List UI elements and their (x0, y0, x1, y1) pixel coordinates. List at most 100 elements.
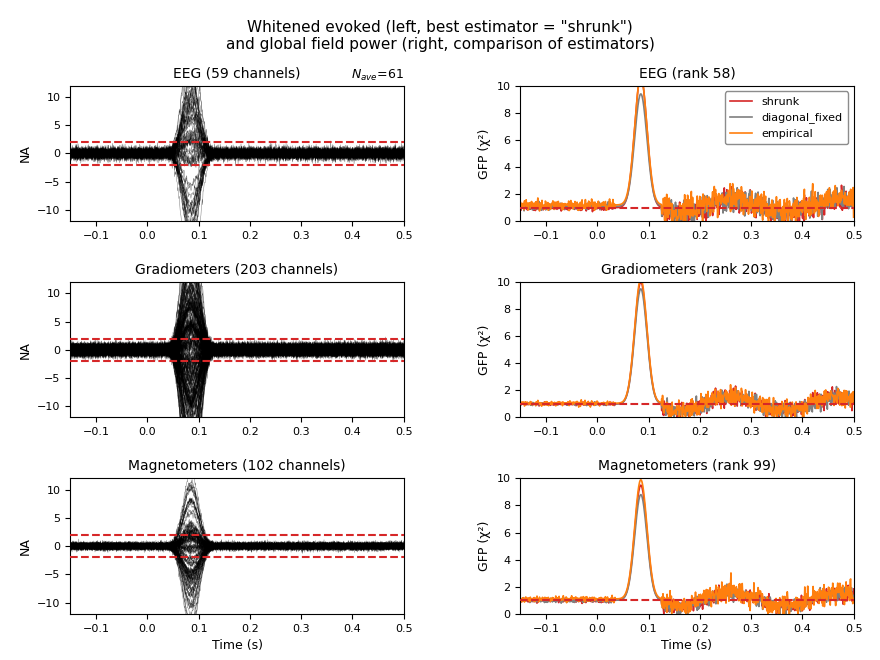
empirical (803, 600, 813, 608)
empirical (536, 399, 546, 407)
shrunk (536, 203, 546, 211)
empirical (803, 393, 813, 401)
shrunk (768, 603, 779, 610)
shrunk (536, 597, 546, 605)
empirical (768, 209, 779, 217)
empirical (803, 204, 813, 212)
Text: Whitened evoked (left, best estimator = "shrunk")
and global field power (right,: Whitened evoked (left, best estimator = … (225, 20, 655, 52)
shrunk (709, 203, 720, 211)
Line: empirical: empirical (520, 279, 854, 420)
diagonal_fixed (803, 203, 813, 211)
diagonal_fixed (718, 197, 729, 205)
empirical (848, 597, 859, 605)
empirical (728, 398, 738, 406)
shrunk (635, 73, 646, 81)
empirical (635, 275, 646, 282)
empirical (774, 614, 785, 622)
empirical (709, 183, 720, 191)
Y-axis label: GFP (χ²): GFP (χ²) (478, 325, 491, 375)
diagonal_fixed (728, 391, 738, 399)
Line: shrunk: shrunk (520, 485, 854, 614)
diagonal_fixed (718, 591, 729, 599)
shrunk (718, 592, 729, 600)
empirical (728, 194, 738, 202)
Title: Gradiometers (rank 203): Gradiometers (rank 203) (601, 263, 774, 277)
empirical (848, 397, 859, 405)
diagonal_fixed (635, 90, 646, 98)
Line: diagonal_fixed: diagonal_fixed (520, 289, 854, 420)
diagonal_fixed (803, 593, 813, 601)
Line: empirical: empirical (520, 77, 854, 232)
empirical (718, 393, 729, 401)
diagonal_fixed (768, 404, 779, 412)
diagonal_fixed (768, 416, 779, 424)
empirical (718, 198, 729, 206)
diagonal_fixed (803, 407, 813, 415)
empirical (768, 393, 779, 401)
diagonal_fixed (774, 611, 785, 619)
empirical (635, 476, 646, 484)
diagonal_fixed (768, 597, 779, 605)
Title: Magnetometers (102 channels): Magnetometers (102 channels) (128, 459, 346, 473)
shrunk (671, 222, 682, 230)
shrunk (848, 392, 859, 400)
Line: empirical: empirical (520, 480, 854, 618)
shrunk (771, 610, 781, 618)
shrunk (728, 384, 738, 392)
Y-axis label: NA: NA (18, 145, 32, 162)
shrunk (515, 400, 525, 408)
Title: Magnetometers (rank 99): Magnetometers (rank 99) (598, 459, 776, 473)
Y-axis label: GFP (χ²): GFP (χ²) (478, 521, 491, 572)
diagonal_fixed (728, 588, 738, 596)
Text: $N_{ave}$=61: $N_{ave}$=61 (351, 68, 404, 83)
shrunk (768, 213, 779, 221)
shrunk (515, 204, 525, 212)
X-axis label: Time (s): Time (s) (662, 639, 713, 652)
shrunk (803, 402, 813, 410)
Title: Gradiometers (203 channels): Gradiometers (203 channels) (136, 263, 339, 277)
empirical (768, 606, 779, 614)
shrunk (718, 398, 729, 406)
shrunk (718, 198, 729, 206)
empirical (709, 597, 720, 605)
diagonal_fixed (709, 397, 720, 405)
empirical (728, 589, 738, 597)
empirical (515, 596, 525, 604)
diagonal_fixed (515, 400, 525, 408)
shrunk (635, 481, 646, 489)
shrunk (803, 601, 813, 609)
Line: shrunk: shrunk (520, 77, 854, 226)
shrunk (728, 190, 738, 198)
shrunk (709, 592, 720, 600)
shrunk (803, 200, 813, 208)
empirical (536, 595, 546, 603)
empirical (515, 398, 525, 406)
diagonal_fixed (668, 224, 678, 232)
diagonal_fixed (536, 598, 546, 606)
shrunk (709, 401, 720, 409)
diagonal_fixed (709, 591, 720, 599)
Y-axis label: GFP (χ²): GFP (χ²) (478, 128, 491, 179)
X-axis label: Time (s): Time (s) (211, 639, 262, 652)
empirical (536, 199, 546, 207)
shrunk (671, 419, 682, 427)
shrunk (728, 591, 738, 599)
diagonal_fixed (515, 201, 525, 209)
diagonal_fixed (635, 490, 646, 498)
empirical (798, 416, 809, 424)
empirical (769, 228, 780, 236)
diagonal_fixed (709, 201, 720, 209)
empirical (848, 213, 859, 221)
diagonal_fixed (728, 209, 738, 216)
shrunk (635, 278, 646, 286)
shrunk (768, 413, 779, 421)
Line: diagonal_fixed: diagonal_fixed (520, 494, 854, 615)
Line: shrunk: shrunk (520, 282, 854, 423)
diagonal_fixed (718, 392, 729, 400)
empirical (718, 583, 729, 591)
diagonal_fixed (536, 203, 546, 211)
Legend: shrunk, diagonal_fixed, empirical: shrunk, diagonal_fixed, empirical (725, 91, 848, 145)
Y-axis label: NA: NA (18, 537, 32, 555)
shrunk (536, 399, 546, 407)
diagonal_fixed (536, 401, 546, 409)
